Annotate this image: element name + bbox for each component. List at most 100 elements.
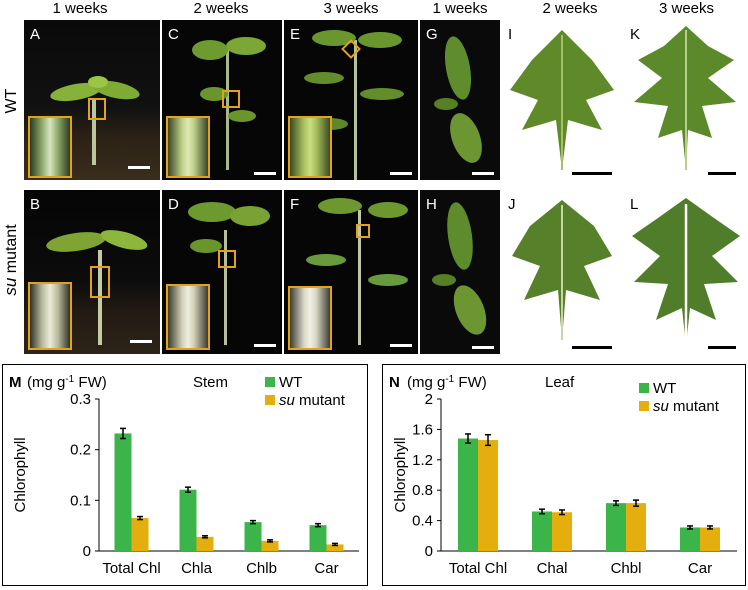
chart-m-bar-s1-1 — [196, 536, 214, 551]
chart-n-ytick-label-4: 1.6 — [412, 421, 433, 438]
seedling-a-drawing — [50, 76, 140, 165]
scale-bar-b — [130, 340, 152, 343]
scale-bar-j — [572, 346, 612, 349]
chart-leaf-svg: N (mg g-1 FW) Leaf Chlorophyll 0 0.4 0.8 1.2 1.6… — [389, 374, 737, 577]
photo-panel-i: I — [502, 20, 622, 180]
photo-panel-g: G — [420, 20, 500, 180]
chart-n-ytick-label-1: 0.4 — [412, 513, 433, 530]
panel-label-i: I — [508, 26, 513, 43]
chart-m-category-label-3: Car — [314, 560, 338, 577]
scale-bar-f — [390, 344, 412, 347]
panel-label-j: J — [508, 196, 516, 213]
plant-f-drawing — [306, 198, 408, 345]
col-header-4: 1 weeks — [432, 0, 488, 17]
chart-m-legend-label-0: WT — [279, 374, 302, 391]
row-label-mutant-rest: mutant — [3, 224, 20, 278]
panel-label-l: L — [630, 196, 639, 213]
scale-bar-c — [254, 172, 276, 175]
chart-m-bar-s0-1 — [179, 489, 197, 551]
scale-bar-a — [128, 166, 150, 169]
inset-d — [166, 284, 210, 350]
chart-m-panel-letter: M — [9, 374, 22, 391]
chart-m-legend-label-1: su mutant — [279, 392, 346, 409]
chart-n-panel-letter: N — [389, 374, 400, 391]
chart-m-legend-swatch-1 — [265, 395, 275, 405]
row-label-mutant-italic: su — [1, 277, 20, 296]
zoom-box-c — [222, 90, 240, 108]
chart-stem-svg: M (mg g-1 FW) Stem Chlorophyll 0 0.1 0.2 0.3 Tot… — [9, 374, 359, 577]
row-label-wt: WT — [3, 88, 20, 114]
panel-label-b: B — [30, 196, 41, 213]
chart-n-legend-swatch-1 — [639, 401, 649, 411]
panel-label-e: E — [290, 26, 301, 43]
photo-panel-l: L — [624, 190, 748, 354]
photo-panel-f: F — [284, 190, 418, 354]
row-label-mutant: su mutant — [1, 215, 21, 305]
photo-panel-e: E — [284, 20, 418, 180]
inset-b — [28, 282, 72, 350]
chart-n-bar-s0-2 — [606, 503, 626, 551]
col-header-5: 2 weeks — [542, 0, 598, 17]
chart-n-title: Leaf — [545, 374, 575, 391]
inset-a — [28, 116, 72, 178]
chart-n-bar-s1-0 — [478, 440, 498, 551]
chart-n-ytick-label-5: 2 — [425, 391, 433, 408]
col-header-2: 2 weeks — [193, 0, 249, 17]
panel-label-g: G — [426, 26, 438, 43]
photo-panel-h: H — [420, 190, 500, 354]
chart-n-bar-s1-2 — [626, 503, 646, 551]
photo-panel-b: B — [24, 190, 160, 354]
chart-m-title: Stem — [193, 374, 228, 391]
photo-panel-d: D — [162, 190, 282, 354]
chart-m-ytick-label-1: 0.1 — [70, 492, 91, 509]
chart-n-legend-swatch-0 — [639, 383, 649, 393]
leaf-h-drawing — [432, 202, 487, 335]
scale-bar-k — [708, 172, 736, 175]
leaf-j-drawing — [512, 200, 612, 340]
chart-m-legend-swatch-0 — [265, 377, 275, 387]
scale-bar-g — [472, 172, 494, 175]
chart-m-bar-s0-3 — [309, 525, 327, 551]
chart-m-unit-label: (mg g-1 FW) — [27, 374, 107, 392]
chart-m-ylabel: Chlorophyll — [12, 437, 29, 512]
scale-bar-i — [572, 172, 612, 175]
chart-m-bar-s1-2 — [261, 540, 279, 551]
chart-leaf: N (mg g-1 FW) Leaf Chlorophyll 0 0.4 0.8 1.2 1.6… — [382, 364, 746, 586]
panel-label-f: F — [290, 196, 300, 213]
chart-n-legend-label-1: su mutant — [653, 398, 720, 415]
chart-n-category-label-0: Total Chl — [449, 560, 507, 577]
photo-panel-c: C — [162, 20, 282, 180]
panel-label-k: K — [630, 26, 641, 43]
col-header-3: 3 weeks — [323, 0, 379, 17]
leaf-k-drawing — [634, 26, 736, 170]
inset-f — [288, 286, 332, 350]
zoom-box-a — [88, 98, 106, 120]
plant-d-drawing — [188, 202, 270, 345]
chart-n-bar-s0-0 — [458, 438, 478, 551]
photo-panel-a: A — [24, 20, 160, 180]
zoom-box-f — [356, 224, 370, 238]
leaf-i-drawing — [510, 30, 614, 170]
chart-n-unit-label: (mg g-1 FW) — [407, 374, 487, 392]
photo-panel-k: K — [624, 20, 748, 180]
zoom-box-b — [90, 266, 110, 298]
panel-label-h: H — [426, 196, 437, 213]
panel-label-a: A — [30, 26, 41, 43]
chart-m-category-label-1: Chla — [181, 560, 213, 577]
chart-stem: M (mg g-1 FW) Stem Chlorophyll 0 0.1 0.2 0.3 Tot… — [2, 364, 368, 586]
photo-panel-j: J — [502, 190, 622, 354]
chart-n-bar-s0-1 — [532, 511, 552, 551]
chart-m-category-label-2: Chlb — [246, 560, 277, 577]
chart-n-legend-label-0: WT — [653, 380, 676, 397]
scale-bar-e — [390, 172, 412, 175]
chart-m-ytick-label-0: 0 — [83, 543, 91, 560]
inset-e — [288, 116, 332, 178]
chart-m-ytick-label-3: 0.3 — [70, 391, 91, 408]
col-header-1: 1 weeks — [52, 0, 108, 17]
plant-c-drawing — [192, 37, 266, 170]
chart-m-category-label-0: Total Chl — [102, 560, 160, 577]
chart-m-bar-s1-0 — [131, 518, 149, 551]
chart-n-category-label-2: Chbl — [611, 560, 642, 577]
chart-n-bar-s1-3 — [700, 527, 720, 551]
chart-n-bar-s0-3 — [680, 527, 700, 551]
